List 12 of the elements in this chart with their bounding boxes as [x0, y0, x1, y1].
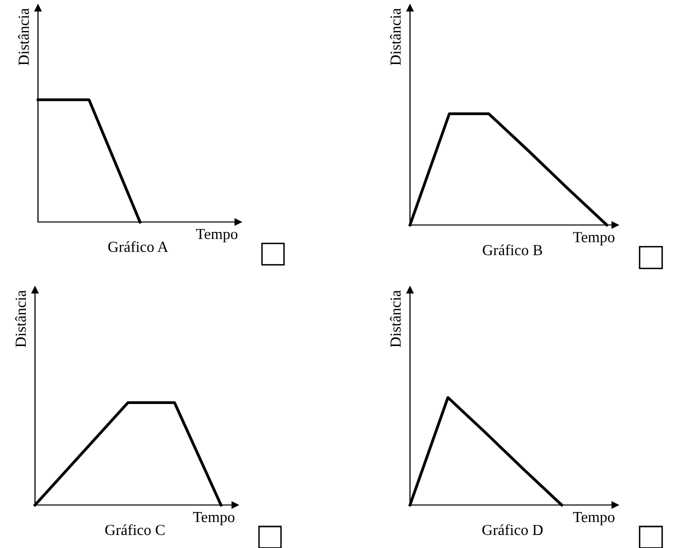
y-axis-title: Distância [18, 8, 29, 66]
text: Gráfico C [105, 524, 164, 536]
x-axis-title: Tempo [193, 512, 234, 526]
x-axis-title: Tempo [196, 229, 238, 242]
y-axis-title: Distância [390, 290, 401, 348]
y-axis-title: Distância [15, 290, 26, 348]
text: Gráfico B [482, 244, 542, 256]
x-axis-title: Tempo [573, 512, 614, 526]
text: Gráfico D [482, 524, 543, 536]
y-axis-title: Distância [390, 8, 401, 66]
x-axis-title: Tempo [573, 232, 614, 246]
text: Gráfico A [108, 241, 168, 252]
